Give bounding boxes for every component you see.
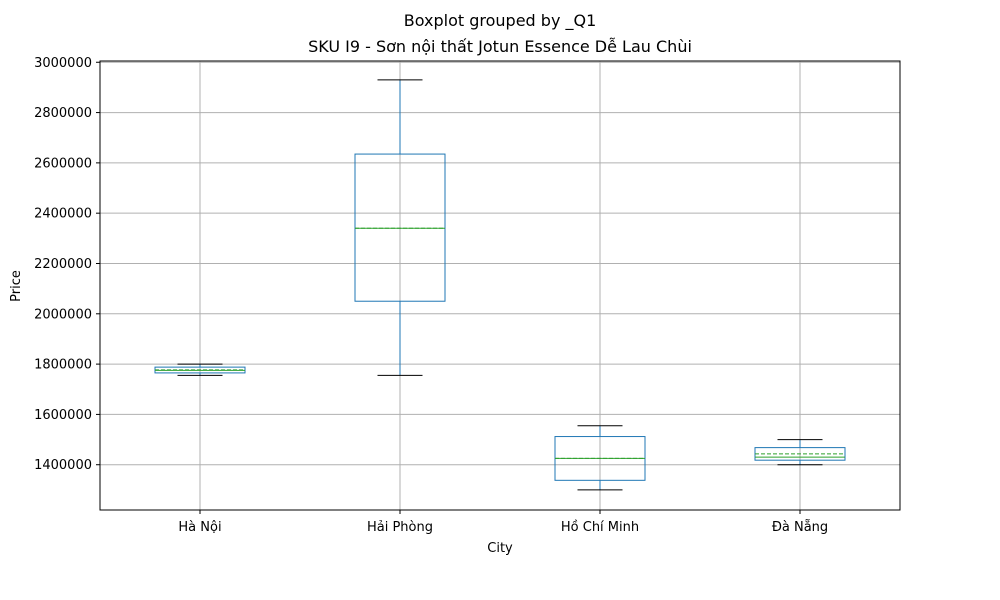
box-group [554,425,646,491]
chart-title: SKU I9 - Sơn nội thất Jotun Essence Dễ L… [308,37,692,56]
tick-layer: 1400000 1600000 1800000 2000000 2200000 24000… [34,56,828,535]
y-tick-label: 2400000 [34,207,92,222]
y-tick-label: 2600000 [34,156,92,171]
grid-layer [100,61,900,510]
x-tick-label: Hồ Chí Minh [561,520,639,535]
y-tick-label: 2800000 [34,106,92,121]
box-layer [154,79,846,491]
box-group [354,79,446,376]
y-axis-label: Price [9,270,24,302]
y-tick-label: 1600000 [34,408,92,423]
y-tick-label: 2000000 [34,307,92,322]
plot-frame [99,60,901,511]
y-tick-label: 2200000 [34,257,92,272]
y-tick-label: 1800000 [34,358,92,373]
y-tick-label: 3000000 [34,56,92,71]
x-tick-label: Hà Nội [178,520,221,535]
x-tick-label: Đà Nẵng [772,520,828,535]
iqr-box [354,153,446,302]
x-tick-label: Hải Phòng [367,520,433,535]
box-group [754,439,846,466]
box-group [154,363,246,376]
chart-suptitle: Boxplot grouped by _Q1 [404,11,597,31]
y-tick-label: 1400000 [34,458,92,473]
x-axis-label: City [487,541,513,556]
